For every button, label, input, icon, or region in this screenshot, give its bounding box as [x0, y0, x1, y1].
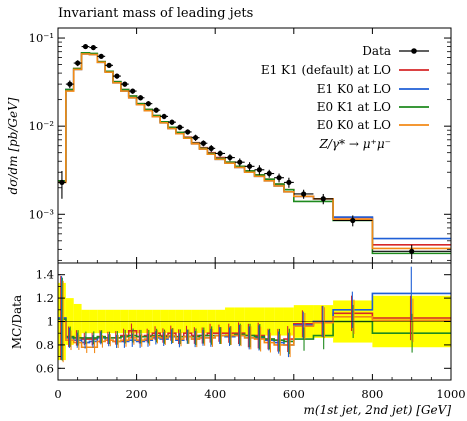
data-point-19 [208, 145, 214, 151]
data-point-20 [217, 150, 223, 157]
chart-title: Invariant mass of leading jets [58, 6, 253, 21]
x-axis-label: m(1st jet, 2nd jet) [GeV] [304, 403, 452, 417]
y-axis-label-main: dσ/dm [pb/GeV] [6, 97, 20, 194]
legend: Data E1 K1 (default) at LO E1 K0 at LO E… [261, 44, 429, 151]
legend-label-data: Data [362, 44, 391, 58]
data-point-11 [145, 101, 151, 107]
data-point-1 [67, 81, 73, 87]
data-point-0 [59, 179, 65, 186]
data-point-4 [90, 44, 96, 51]
y-tick-label-ratio-2: 1 [47, 315, 54, 329]
main-plot-frame [57, 27, 452, 264]
data-point-8 [122, 81, 128, 87]
legend-label-e1k0: E1 K0 at LO [317, 82, 391, 96]
data-point-6 [106, 62, 112, 68]
y-tick-label-ratio-0: 0.6 [36, 361, 54, 375]
legend-marker-data-point [411, 48, 417, 54]
y-axis-label-ratio: MC/Data [10, 295, 24, 349]
process-label: Z/γ* → μ⁺μ⁻ [318, 137, 391, 151]
x-tick-label-5: 1000 [436, 387, 465, 401]
y-tick-label-main-1: 10⁻² [29, 119, 54, 133]
data-point-31 [409, 248, 415, 254]
data-point-25 [266, 170, 272, 177]
data-point-13 [161, 113, 167, 120]
data-point-29 [320, 196, 326, 202]
x-tick-label-4: 800 [361, 387, 383, 401]
mc-series-line-3 [58, 53, 451, 250]
data-point-5 [98, 53, 104, 59]
x-tick-label-2: 400 [204, 387, 226, 401]
x-tick-label-0: 0 [54, 387, 61, 401]
data-point-30 [350, 217, 356, 224]
data-point-26 [276, 175, 282, 181]
x-tick-label-1: 200 [126, 387, 148, 401]
y-tick-label-main-2: 10⁻³ [29, 207, 55, 221]
main-plot-panel [57, 27, 452, 264]
data-point-22 [237, 159, 243, 165]
data-point-28 [301, 191, 307, 197]
data-point-21 [227, 154, 233, 161]
legend-label-e0k0: E0 K0 at LO [317, 118, 391, 132]
data-point-16 [185, 129, 191, 135]
y-tick-label-ratio-3: 1.2 [36, 291, 54, 305]
legend-label-e0k1: E0 K1 at LO [317, 100, 391, 114]
data-point-7 [114, 73, 120, 79]
legend-label-e1k1: E1 K1 (default) at LO [261, 63, 391, 77]
data-point-3 [82, 43, 89, 50]
data-point-9 [130, 88, 136, 94]
ratio-plot-panel [57, 262, 452, 381]
data-point-18 [200, 140, 207, 146]
x-tick-label-3: 600 [283, 387, 305, 401]
data-point-15 [177, 124, 183, 130]
y-tick-label-ratio-1: 0.8 [36, 338, 54, 352]
data-point-24 [256, 167, 263, 173]
data-point-27 [286, 179, 292, 186]
data-point-12 [153, 107, 159, 113]
data-point-23 [246, 163, 253, 169]
data-point-10 [137, 95, 144, 101]
data-point-17 [192, 135, 199, 141]
data-point-2 [75, 60, 81, 66]
y-tick-label-main-0: 10⁻¹ [29, 31, 54, 45]
y-tick-label-ratio-4: 1.4 [36, 268, 54, 282]
data-point-14 [169, 119, 175, 125]
